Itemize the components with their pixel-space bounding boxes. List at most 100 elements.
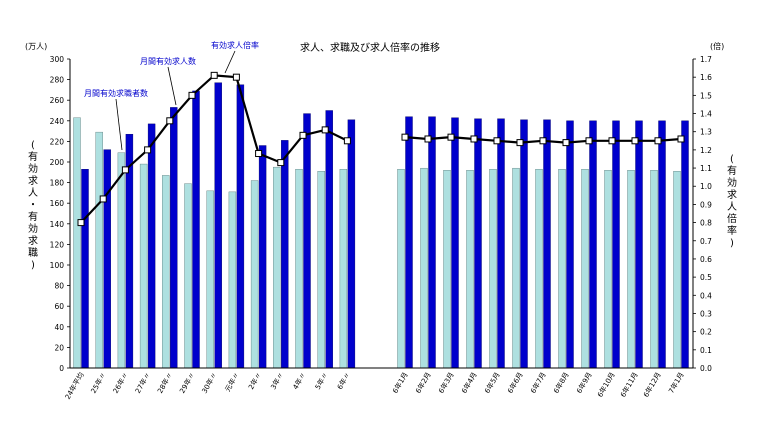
ratio-marker <box>447 133 455 141</box>
category-label: 24年平均 <box>63 371 86 401</box>
ratio-marker <box>188 91 196 99</box>
left-axis-char: ( <box>31 140 35 151</box>
bar-job-openings <box>81 169 89 369</box>
left-tick-label: 0 <box>59 364 64 373</box>
category-label: 6年2月 <box>413 371 432 395</box>
bar-job-openings <box>612 120 620 369</box>
category-label: 27年〃 <box>133 371 152 395</box>
category-label: 25年〃 <box>89 371 108 395</box>
bars-layer <box>73 82 689 369</box>
left-tick-label: 80 <box>54 282 64 291</box>
ratio-marker <box>539 137 547 145</box>
bar-job-openings <box>281 140 289 369</box>
left-tick-label: 160 <box>50 199 65 208</box>
left-axis-char: 求 <box>28 175 38 187</box>
right-axis-char: ( <box>730 154 734 165</box>
left-axis-char: 人 <box>28 187 38 199</box>
right-tick-label: 0.3 <box>700 309 712 318</box>
category-label: 7年1月 <box>666 371 685 395</box>
category-label: 6年10月 <box>595 371 616 399</box>
bar-job-seekers <box>139 163 148 369</box>
bar-job-seekers <box>73 117 81 369</box>
bar-job-seekers <box>317 171 325 369</box>
ratio-marker <box>608 137 616 145</box>
category-label: 29年〃 <box>177 371 196 395</box>
right-tick-label: 1.4 <box>700 110 712 119</box>
ratio-marker <box>470 135 478 143</box>
bar-job-seekers <box>558 169 566 369</box>
bar-job-openings <box>405 116 413 369</box>
category-label: 2年〃 <box>246 371 263 391</box>
left-tick-label: 140 <box>50 220 65 229</box>
right-tick-label: 1.0 <box>700 182 712 191</box>
category-label: 30年〃 <box>200 371 219 395</box>
right-tick-label: 0.9 <box>700 200 712 209</box>
bar-job-seekers <box>228 191 237 369</box>
bar-job-seekers <box>250 180 259 369</box>
right-axis-char: 率 <box>727 224 737 237</box>
ratio-marker <box>631 137 639 145</box>
bar-job-openings <box>474 118 482 369</box>
left-tick-label: 220 <box>50 137 65 146</box>
right-tick-label: 1.7 <box>700 55 712 64</box>
category-labels: 24年平均 25年〃 26年〃 27年〃 28年〃 29年〃 30年〃 元年〃 2年〃 3年〃 4年… <box>63 371 686 401</box>
legend-ratio-leader <box>224 50 236 74</box>
bar-job-openings <box>428 116 436 369</box>
ratio-marker <box>277 159 285 167</box>
bar-job-seekers <box>339 169 348 369</box>
right-tick-label: 1.1 <box>700 164 712 173</box>
bar-job-seekers <box>397 169 405 369</box>
right-tick-label: 0.6 <box>700 255 712 264</box>
bar-job-openings <box>258 145 267 369</box>
category-label: 26年〃 <box>111 371 130 395</box>
category-label: 3年〃 <box>269 371 286 391</box>
ratio-marker <box>493 137 501 145</box>
category-label: 28年〃 <box>155 371 174 395</box>
axes-layer: 0 20 40 60 80 100 120 140 160 180 200 220 240 260 280 3… <box>50 55 712 373</box>
bar-job-seekers <box>512 167 520 369</box>
bar-job-openings <box>497 118 505 369</box>
right-tick-label: 0.4 <box>700 291 712 300</box>
right-axis-char: 求 <box>727 189 737 201</box>
bar-job-seekers <box>627 170 635 369</box>
bar-job-openings <box>192 90 200 369</box>
left-axis-char: 有 <box>28 150 38 163</box>
left-tick-label: 280 <box>50 76 65 85</box>
chart-title: 求人、求職及び求人倍率の推移 <box>300 41 440 54</box>
bar-job-openings <box>520 119 528 369</box>
ratio-marker <box>77 219 85 227</box>
category-label: 4年〃 <box>291 371 308 391</box>
left-axis-char: 有 <box>28 210 38 223</box>
left-tick-label: 260 <box>50 96 65 105</box>
bar-job-openings <box>347 119 356 369</box>
right-tick-label: 1.6 <box>700 73 712 82</box>
left-tick-label: 120 <box>50 240 65 249</box>
left-tick-label: 200 <box>50 158 65 167</box>
bar-job-seekers <box>206 190 214 369</box>
bar-job-seekers <box>443 170 451 369</box>
left-tick-label: 180 <box>50 179 65 188</box>
right-axis-char: 効 <box>727 176 737 189</box>
bar-job-openings <box>147 123 156 369</box>
ratio-marker <box>677 135 685 143</box>
ratio-marker <box>255 150 263 158</box>
bar-job-seekers <box>604 170 612 369</box>
right-tick-label: 0.1 <box>700 346 712 355</box>
legend-job-openings-leader <box>167 66 177 106</box>
right-tick-label: 0.2 <box>700 328 712 337</box>
category-label: 6年7月 <box>528 371 547 395</box>
bar-job-openings <box>214 82 222 369</box>
category-label: 5年〃 <box>313 371 330 391</box>
left-axis-char: 求 <box>28 235 38 247</box>
bar-job-openings <box>325 110 333 369</box>
ratio-marker <box>321 126 329 134</box>
legend-job-seekers-leader <box>115 98 123 151</box>
right-tick-label: 0.8 <box>700 219 712 228</box>
left-tick-label: 240 <box>50 117 65 126</box>
right-axis-char: 倍 <box>727 212 737 225</box>
right-tick-label: 1.3 <box>700 128 712 137</box>
ratio-marker <box>401 133 409 141</box>
category-label: 6年5月 <box>482 371 501 395</box>
right-axis-label: (有効求人倍率) <box>727 154 737 249</box>
category-label: 6年8月 <box>551 371 570 395</box>
